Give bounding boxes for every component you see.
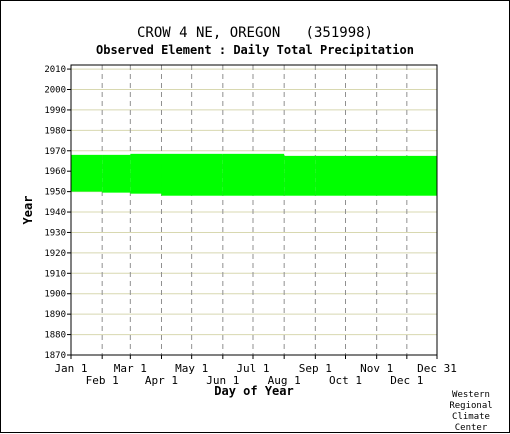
chart-subtitle: Observed Element : Daily Total Precipita… (96, 43, 414, 57)
plot-border (70, 64, 438, 356)
y-axis-label: Year (21, 196, 35, 225)
x-tick-label: Apr 1 (145, 374, 178, 387)
y-tick-label: 1960 (44, 167, 66, 177)
y-tick-label: 1940 (44, 208, 66, 218)
y-tick-label: 2010 (44, 65, 66, 75)
y-tick-label: 1880 (44, 331, 66, 341)
y-tick-label: 1980 (44, 126, 66, 136)
x-tick-label: Sep 1 (299, 362, 332, 375)
y-tick-label: 1910 (44, 269, 66, 279)
y-tick-label: 1930 (44, 228, 66, 238)
data-coverage-band (222, 153, 285, 196)
y-tick-label: 1990 (44, 106, 66, 116)
y-tick-label: 1890 (44, 310, 66, 320)
y-tick-label: 1900 (44, 290, 66, 300)
x-tick-label: Jun 1 (206, 374, 239, 387)
x-tick-label: Oct 1 (329, 374, 362, 387)
plot-background (71, 65, 437, 355)
data-coverage-band (315, 155, 346, 196)
x-axis-label: Day of Year (214, 384, 293, 398)
y-tick-label: 1920 (44, 249, 66, 259)
credit-line: Western (452, 390, 490, 400)
data-coverage-band (71, 154, 103, 192)
x-tick-label: Jan 1 (54, 362, 87, 375)
x-tick-label: Jul 1 (236, 362, 269, 375)
x-tick-label: Dec 31 (417, 362, 457, 375)
data-coverage-band (345, 155, 437, 196)
x-tick-label: Dec 1 (390, 374, 423, 387)
x-tick-label: Feb 1 (86, 374, 119, 387)
data-coverage-band (161, 153, 223, 196)
data-coverage-band (130, 153, 162, 194)
x-tick-label: May 1 (175, 362, 208, 375)
x-tick-label: Nov 1 (360, 362, 393, 375)
y-tick-label: 1970 (44, 147, 66, 157)
chart-title: CROW 4 NE, OREGON (351998) (136, 25, 373, 41)
data-coverage-band (102, 154, 131, 193)
data-coverage-band (284, 155, 316, 196)
y-tick-label: 2000 (44, 86, 66, 96)
x-tick-label: Mar 1 (114, 362, 147, 375)
credit-line: Climate (452, 412, 490, 422)
y-tick-label: 1870 (44, 351, 66, 361)
y-tick-label: 1950 (44, 188, 66, 198)
credit-line: Regional (449, 401, 493, 411)
wrcc-credit: Western Regional Climate Center (448, 390, 494, 434)
x-tick-label: Aug 1 (268, 374, 301, 387)
credit-line: Center (454, 423, 488, 433)
